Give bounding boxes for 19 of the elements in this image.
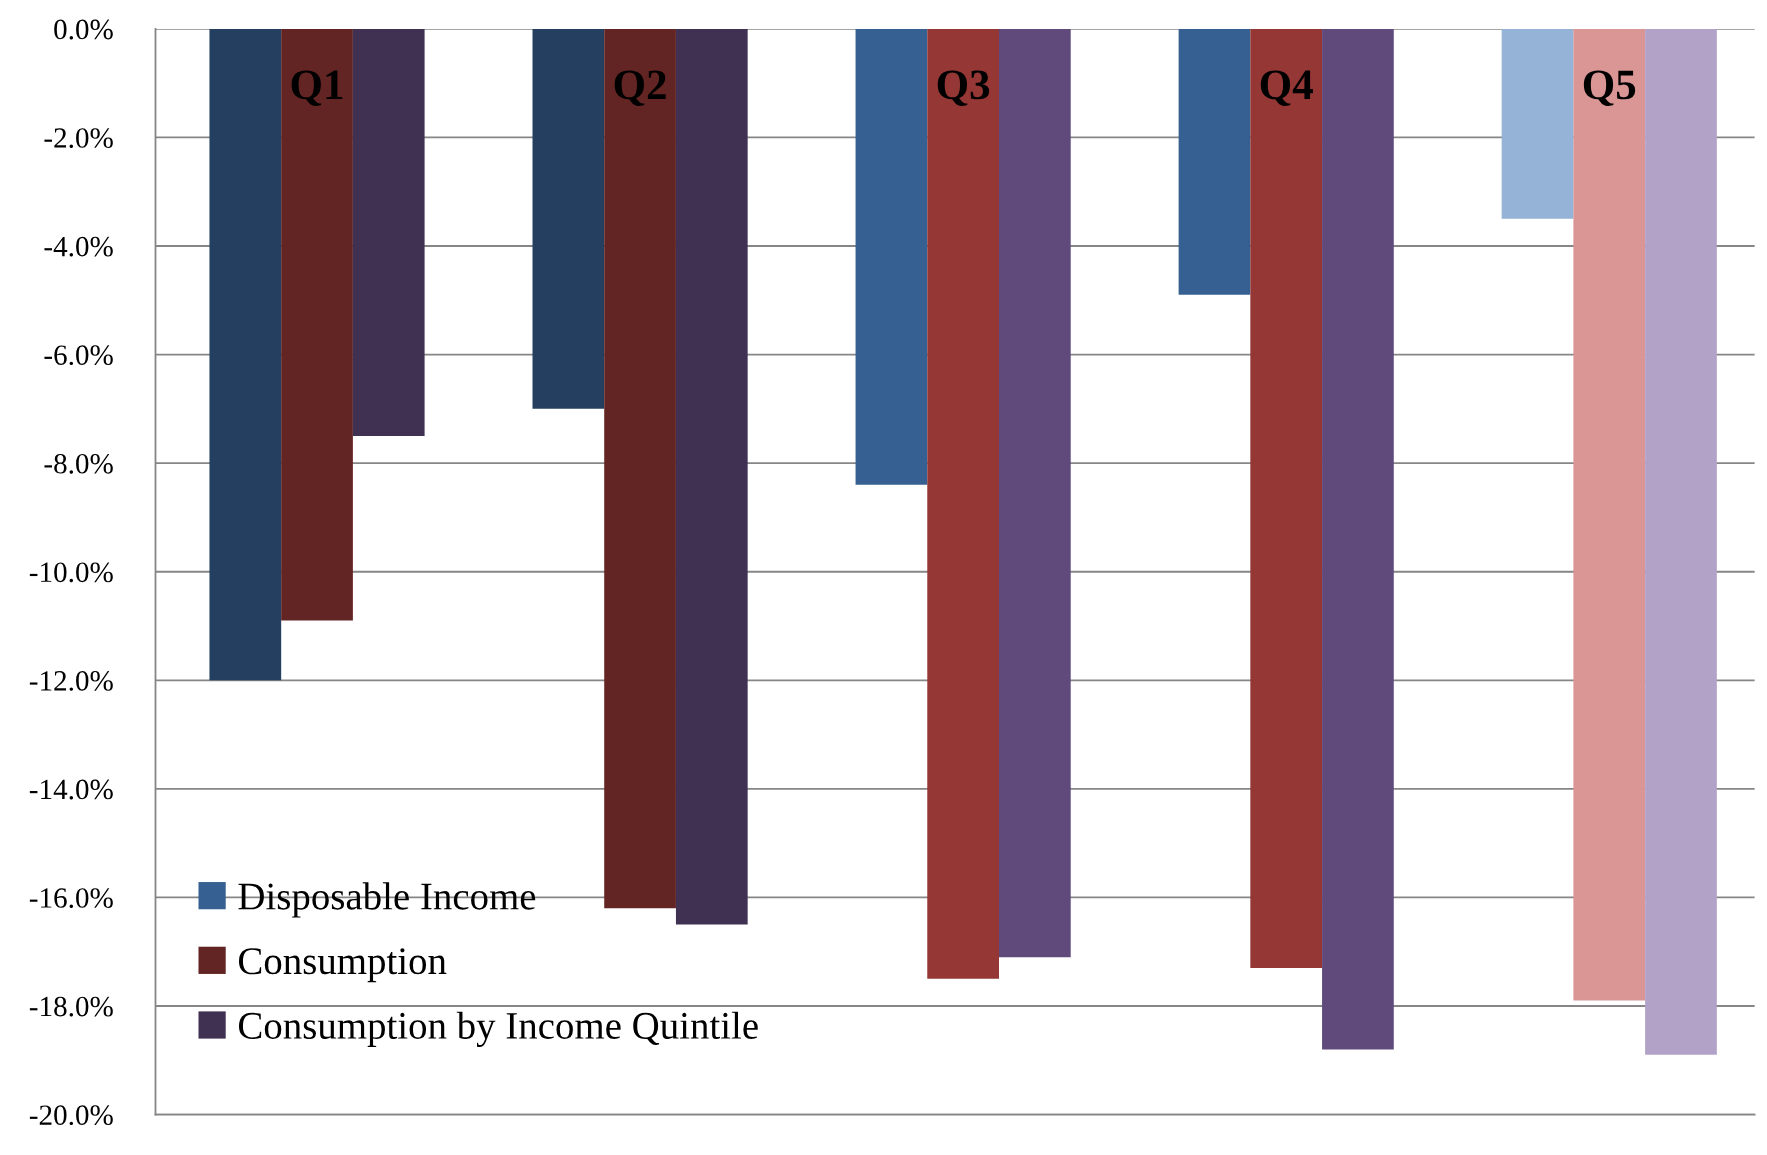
x-tick-label: Q2 [614,70,666,106]
y-tick-label: -2.0% [44,128,113,148]
x-tick-label: Q5 [1583,70,1636,106]
x-tick-label: Q3 [937,70,990,106]
y-tick-label: -18.0% [29,996,113,1017]
y-tick-label: -8.0% [44,453,113,474]
y-tick-label: -14.0% [29,779,113,800]
y-tick-label: -10.0% [29,562,113,583]
y-tick-label: 0.0% [54,19,113,40]
x-tick-label: Q4 [1260,70,1313,106]
y-tick-label: -4.0% [44,236,113,257]
legend-label: Disposable Income [238,882,536,918]
y-tick-label: -12.0% [29,671,113,691]
x-tick-label: Q1 [291,70,343,106]
legend-label: Consumption [238,948,447,983]
y-tick-label: -16.0% [29,888,113,908]
legend-label: Consumption by Income Quintile [238,1011,758,1047]
y-tick-label: -20.0% [29,1105,113,1126]
y-tick-label: -6.0% [44,345,113,366]
